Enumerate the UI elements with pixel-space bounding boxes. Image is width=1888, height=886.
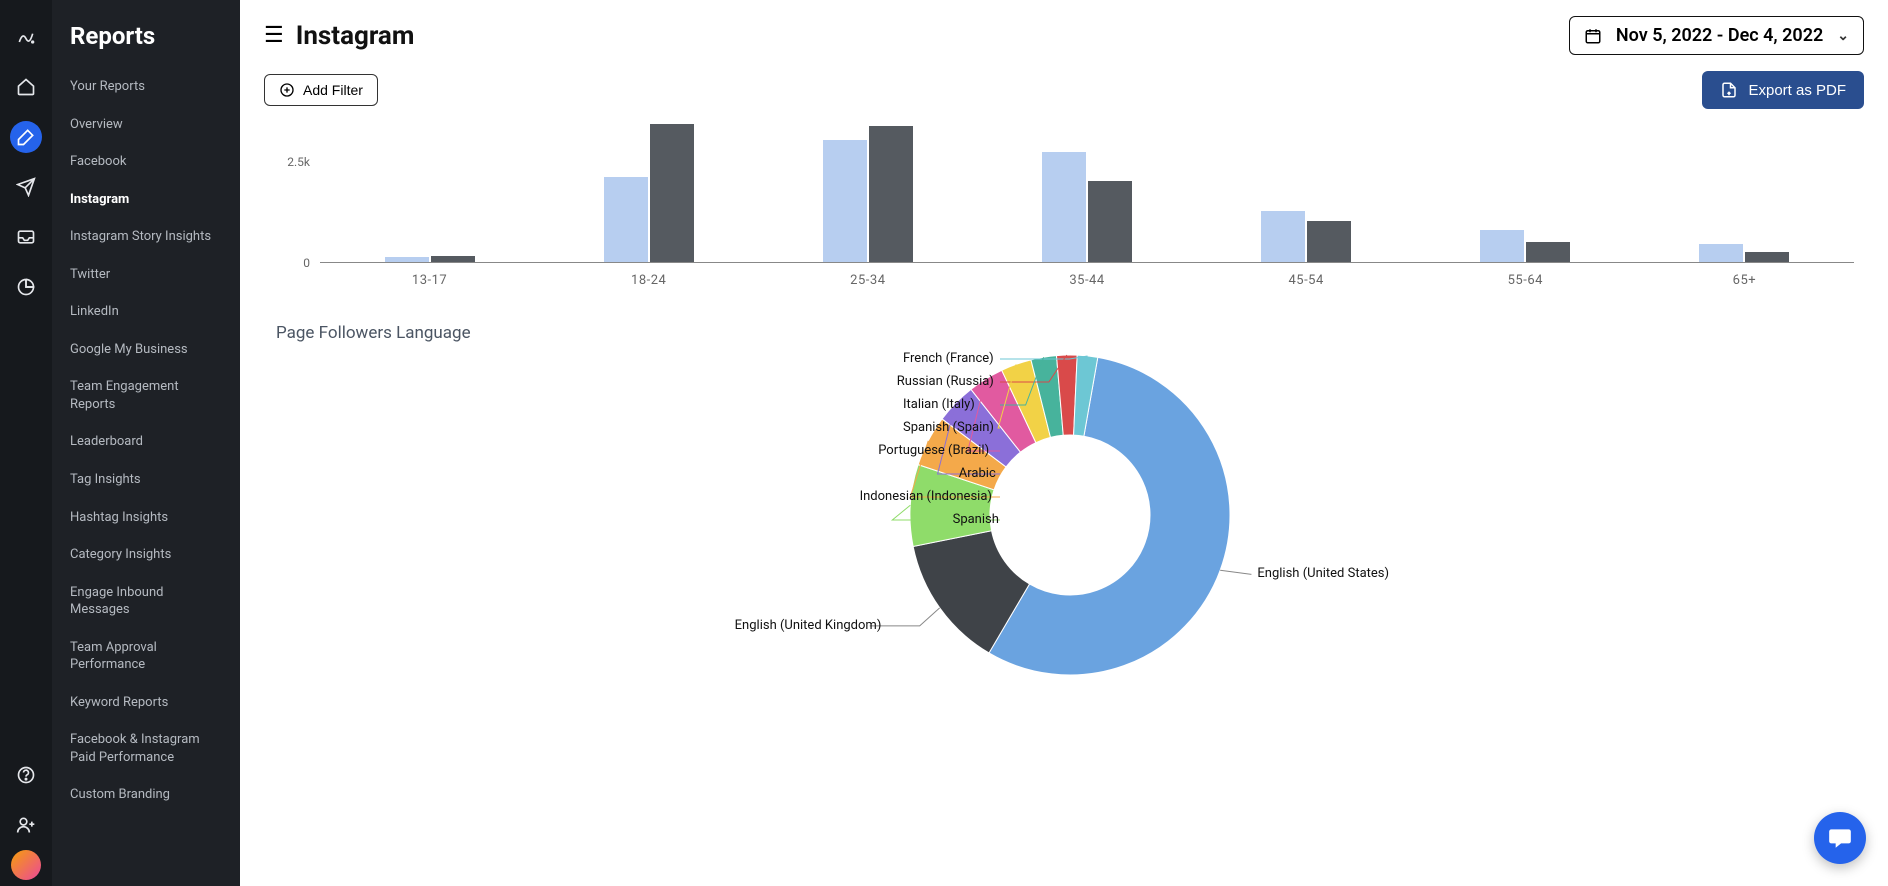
- compose-icon[interactable]: [10, 121, 42, 153]
- icon-rail: [0, 0, 52, 886]
- sidebar: Reports Your ReportsOverviewFacebookInst…: [52, 0, 240, 886]
- bar: [650, 124, 694, 262]
- date-range-text: Nov 5, 2022 - Dec 4, 2022: [1616, 25, 1823, 46]
- x-label: 45-54: [1288, 273, 1323, 288]
- calendar-icon: [1584, 27, 1602, 45]
- sidebar-item-instagram[interactable]: Instagram: [52, 181, 240, 219]
- sidebar-item-linkedin[interactable]: LinkedIn: [52, 293, 240, 331]
- sidebar-item-overview[interactable]: Overview: [52, 106, 240, 144]
- donut-label: French (France): [903, 351, 994, 366]
- sidebar-item-facebook[interactable]: Facebook: [52, 143, 240, 181]
- donut-label: English (United States): [1257, 566, 1389, 581]
- chat-fab[interactable]: [1814, 812, 1866, 864]
- page-title: Instagram: [296, 21, 415, 51]
- donut-label: Spanish: [953, 512, 999, 527]
- sidebar-item-your-reports[interactable]: Your Reports: [52, 68, 240, 106]
- donut-label: Spanish (Spain): [903, 420, 994, 435]
- bar: [1526, 242, 1570, 262]
- chat-icon: [1827, 825, 1853, 851]
- sidebar-item-hashtag-insights[interactable]: Hashtag Insights: [52, 499, 240, 537]
- home-icon[interactable]: [10, 71, 42, 103]
- y-tick: 2.5k: [287, 155, 310, 169]
- age-bar-chart: 0 2.5k 13-17 18-24 25-34 35-44 45-54 55-64 65+: [276, 121, 1864, 291]
- help-icon[interactable]: [10, 759, 42, 791]
- sidebar-title: Reports: [52, 22, 240, 68]
- topbar: ☰ Instagram Nov 5, 2022 - Dec 4, 2022 ⌄: [240, 0, 1888, 63]
- main: ☰ Instagram Nov 5, 2022 - Dec 4, 2022 ⌄ …: [240, 0, 1888, 886]
- donut-label: Portuguese (Brazil): [878, 443, 989, 458]
- x-label: 25-34: [850, 273, 885, 288]
- add-user-icon[interactable]: [10, 809, 42, 841]
- sidebar-item-facebook-instagram-paid-performance[interactable]: Facebook & Instagram Paid Performance: [52, 721, 240, 776]
- language-section-title: Page Followers Language: [276, 311, 1864, 351]
- sidebar-item-instagram-story-insights[interactable]: Instagram Story Insights: [52, 218, 240, 256]
- bar: [1261, 211, 1305, 262]
- logo-icon[interactable]: [10, 21, 42, 53]
- bar: [431, 256, 475, 262]
- sidebar-item-custom-branding[interactable]: Custom Branding: [52, 776, 240, 814]
- sidebar-item-google-my-business[interactable]: Google My Business: [52, 331, 240, 369]
- sidebar-item-engage-inbound-messages[interactable]: Engage Inbound Messages: [52, 574, 240, 629]
- sidebar-item-team-engagement-reports[interactable]: Team Engagement Reports: [52, 368, 240, 423]
- analytics-icon[interactable]: [10, 271, 42, 303]
- donut-label: English (United Kingdom): [735, 618, 882, 633]
- bar: [869, 126, 913, 262]
- send-icon[interactable]: [10, 171, 42, 203]
- x-label: 35-44: [1069, 273, 1104, 288]
- sidebar-item-tag-insights[interactable]: Tag Insights: [52, 461, 240, 499]
- bar: [823, 140, 867, 262]
- chevron-down-icon: ⌄: [1837, 28, 1849, 44]
- bar: [1307, 221, 1351, 262]
- x-label: 55-64: [1508, 273, 1543, 288]
- bar: [604, 177, 648, 262]
- bar: [385, 257, 429, 262]
- export-icon: [1720, 81, 1738, 99]
- inbox-icon[interactable]: [10, 221, 42, 253]
- donut-label: Italian (Italy): [903, 397, 975, 412]
- donut-label: Indonesian (Indonesia): [860, 489, 992, 504]
- donut-label: Arabic: [959, 466, 996, 481]
- y-tick: 0: [303, 256, 310, 270]
- bar: [1745, 252, 1789, 262]
- export-label: Export as PDF: [1748, 82, 1846, 99]
- sidebar-item-team-approval-performance[interactable]: Team Approval Performance: [52, 629, 240, 684]
- sidebar-item-category-insights[interactable]: Category Insights: [52, 536, 240, 574]
- x-label: 13-17: [412, 273, 447, 288]
- hamburger-icon[interactable]: ☰: [264, 23, 284, 48]
- bar: [1699, 244, 1743, 262]
- sidebar-item-keyword-reports[interactable]: Keyword Reports: [52, 684, 240, 722]
- actionbar: Add Filter Export as PDF: [240, 63, 1888, 121]
- add-filter-button[interactable]: Add Filter: [264, 74, 378, 106]
- sidebar-item-leaderboard[interactable]: Leaderboard: [52, 423, 240, 461]
- x-label: 65+: [1733, 273, 1757, 288]
- sidebar-item-twitter[interactable]: Twitter: [52, 256, 240, 294]
- add-filter-label: Add Filter: [303, 82, 363, 98]
- plus-circle-icon: [279, 82, 295, 98]
- language-donut-chart: English (United States) English (United K…: [276, 351, 1864, 771]
- bar: [1088, 181, 1132, 262]
- bar: [1042, 152, 1086, 262]
- export-pdf-button[interactable]: Export as PDF: [1702, 71, 1864, 109]
- bar: [1480, 230, 1524, 262]
- date-range-picker[interactable]: Nov 5, 2022 - Dec 4, 2022 ⌄: [1569, 16, 1864, 55]
- avatar[interactable]: [11, 850, 41, 880]
- x-label: 18-24: [631, 273, 666, 288]
- donut-label: Russian (Russia): [897, 374, 994, 389]
